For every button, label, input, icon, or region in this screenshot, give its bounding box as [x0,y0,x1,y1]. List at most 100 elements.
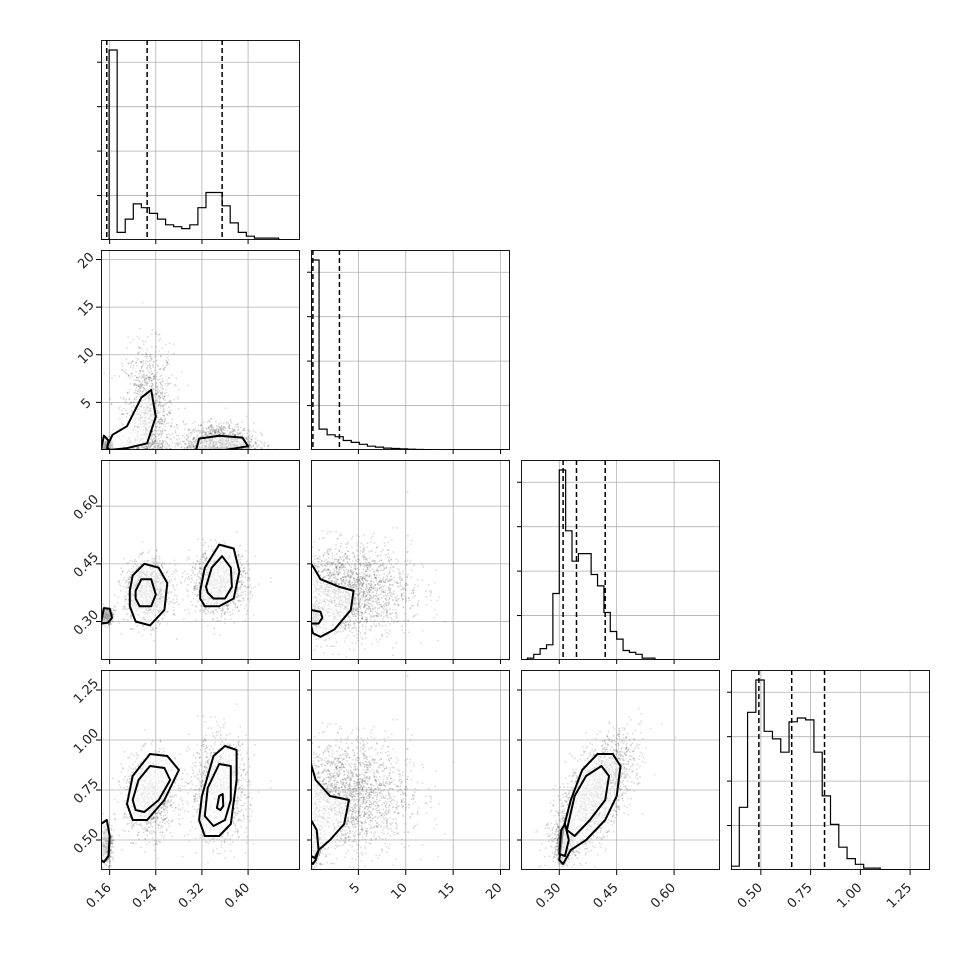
scatter-point [169,437,171,440]
scatter-point [155,393,158,395]
scatter-point [222,432,225,435]
scatter-point [146,384,149,387]
scatter-point [237,433,240,435]
scatter-point [222,431,225,434]
scatter-point [244,573,247,575]
scatter-point [145,377,148,380]
scatter-point [224,622,226,625]
scatter-point [155,627,158,630]
scatter-point [238,559,240,561]
scatter-point [182,440,184,443]
scatter-point [151,443,154,446]
scatter-point [153,442,156,444]
scatter-point [248,446,251,449]
scatter-point [215,429,218,431]
scatter-point [152,363,155,366]
scatter-point [161,442,163,445]
scatter-point [149,376,152,379]
scatter-point [129,576,132,579]
scatter-point [144,355,147,358]
scatter-point [254,441,257,444]
scatter-point [232,430,235,432]
scatter-point [134,384,137,386]
scatter-point [153,375,156,378]
scatter-point [161,418,164,421]
scatter-point [241,583,244,586]
scatter-point [165,447,168,450]
scatter-point [246,609,249,612]
scatter-point [214,429,217,432]
scatter-point [239,431,242,434]
scatter-point [142,446,145,449]
scatter-point [242,570,245,572]
scatter-point [197,430,200,433]
scatter-point [126,608,128,611]
scatter-point [138,369,141,372]
scatter-point [240,426,242,429]
scatter-point [150,438,153,441]
scatter-point [132,367,135,370]
scatter-point [256,439,259,442]
scatter-point [114,609,117,612]
scatter-point [141,383,144,386]
scatter-point [186,446,189,449]
scatter-point [142,386,145,389]
scatter-point [231,608,234,611]
scatter-point [203,555,205,558]
scatter-point [158,395,161,397]
scatter-point [184,609,186,612]
scatter-point [119,396,122,399]
scatter-point [136,376,139,379]
scatter-point [158,350,160,352]
scatter-point [167,359,170,361]
scatter-point [130,372,133,375]
scatter-point [163,420,166,423]
scatter-point [204,431,207,434]
scatter-point [112,609,115,612]
scatter-point [166,610,169,612]
scatter-point [118,583,121,585]
scatter-point [217,423,220,425]
scatter-point [160,436,162,438]
panel-r1-c1 [307,250,510,450]
scatter-point [227,604,230,607]
scatter-point [196,584,198,587]
scatter-point [235,531,238,534]
scatter-point [133,392,136,394]
scatter-point [150,379,153,382]
scatter-point [160,383,163,386]
scatter-point [145,362,147,365]
scatter-point [128,580,131,583]
scatter-point [248,430,251,433]
scatter-point [140,563,143,565]
scatter-point [177,398,180,400]
scatter-point [269,576,272,579]
scatter-point [127,599,130,601]
scatter-point [238,581,241,583]
scatter-point [149,356,152,359]
scatter-point [153,369,156,372]
scatter-point [202,538,205,541]
scatter-point [123,619,126,621]
scatter-point [151,561,154,563]
scatter-point [159,381,162,384]
scatter-point [223,426,225,428]
scatter-point [221,431,224,434]
scatter-point [161,422,164,425]
scatter-point [189,440,192,443]
scatter-point [136,392,138,395]
scatter-point [207,625,209,627]
scatter-point [221,610,224,612]
scatter-point [176,424,178,426]
scatter-point [245,613,248,616]
scatter-point [239,599,242,602]
scatter-point [199,562,202,565]
scatter-point [146,446,148,448]
scatter-point [215,424,218,427]
scatter-point [157,444,160,447]
scatter-point [134,374,137,377]
scatter-point [152,629,155,631]
scatter-point [159,396,162,399]
scatter-point [170,402,173,405]
scatter-point [168,591,171,593]
